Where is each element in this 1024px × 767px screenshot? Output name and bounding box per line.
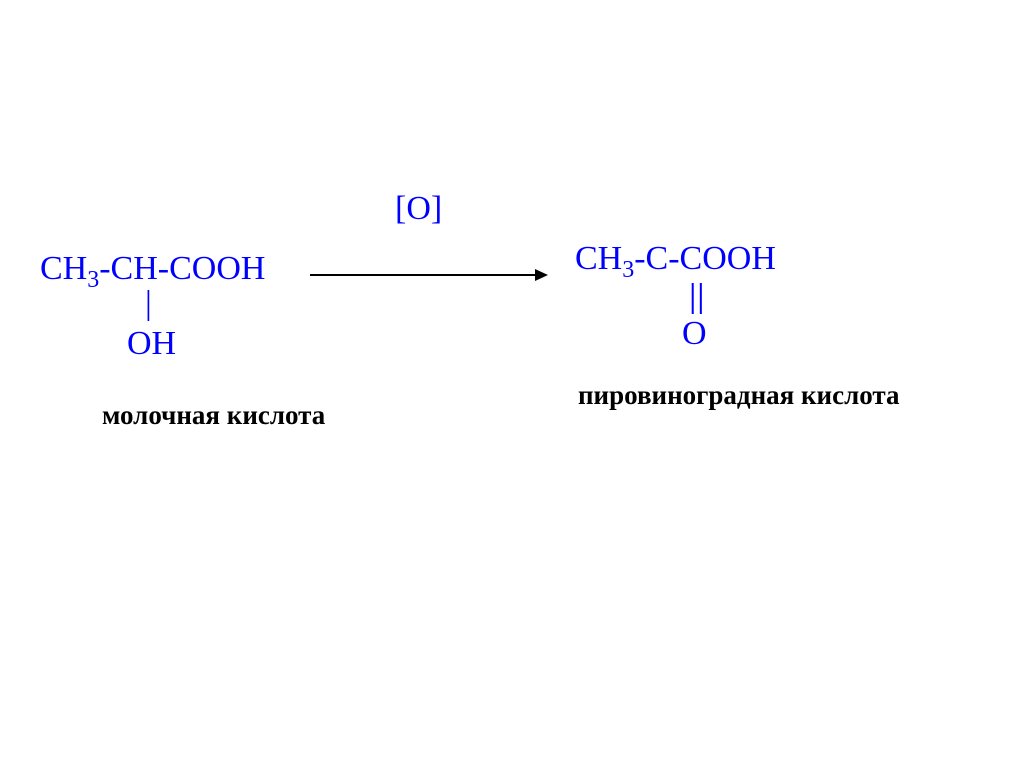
reactant-formula-line1: CH3-CH-COOH xyxy=(40,250,265,294)
reaction-arrow xyxy=(310,265,550,290)
product-part3: -C-COOH xyxy=(634,240,776,277)
product-part1: CH xyxy=(575,240,622,277)
reactant-part3: -CH-COOH xyxy=(99,250,265,287)
product-name-label: пировиноградная кислота xyxy=(578,380,899,411)
product-sub: 3 xyxy=(622,257,634,283)
reactant-part1: CH xyxy=(40,250,87,287)
arrow-head xyxy=(535,269,548,281)
reactant-sub: 3 xyxy=(87,267,99,293)
product-oxygen: O xyxy=(682,315,707,353)
reactant-name-label: молочная кислота xyxy=(102,400,325,431)
product-double-bond: || xyxy=(689,278,705,316)
reagent-label: [O] xyxy=(395,190,442,228)
reactant-single-bond: | xyxy=(145,285,152,323)
reactant-oh-group: OH xyxy=(127,325,176,363)
product-formula-line1: CH3-C-COOH xyxy=(575,240,776,284)
arrow-svg xyxy=(310,265,550,285)
